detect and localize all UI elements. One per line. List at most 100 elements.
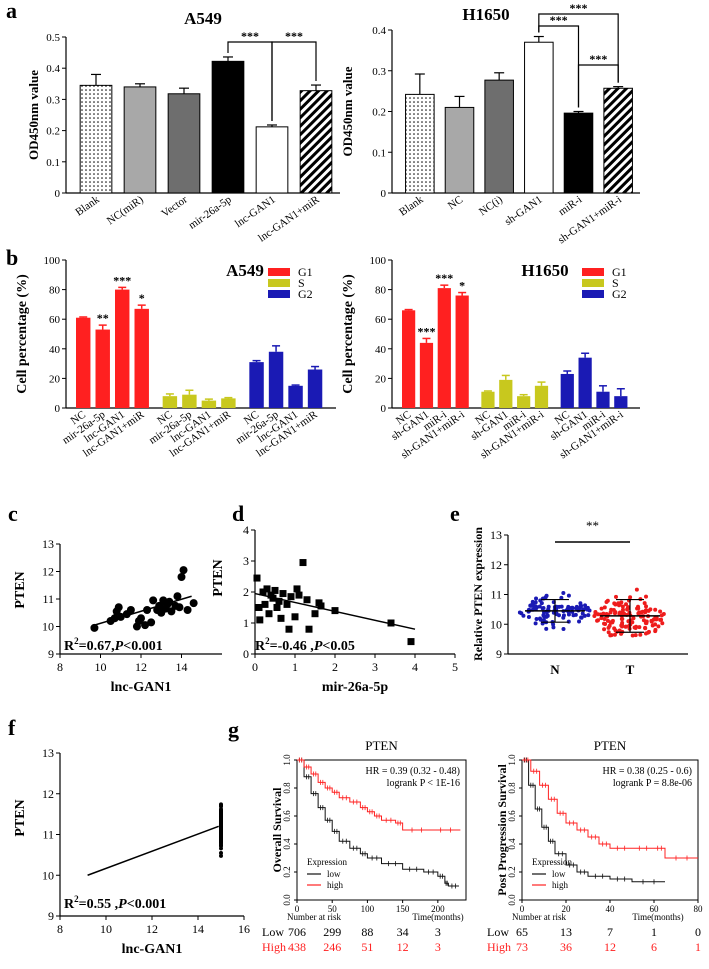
- data-point: [407, 638, 415, 646]
- r2-annotation: R2=0.55 ,P<0.001: [64, 894, 166, 912]
- p-letter: P: [115, 639, 124, 654]
- data-point-T: [603, 621, 608, 626]
- y-tick-label: 10: [490, 617, 502, 631]
- data-point-T: [643, 626, 648, 631]
- bar-G2-sh-GAN1: [578, 357, 592, 408]
- bar-sh-GAN1: [524, 41, 554, 194]
- bar-S-lnc-GAN1+miR: [221, 398, 236, 408]
- data-point-N: [559, 595, 564, 600]
- bar-G2-lnc-GAN1: [288, 385, 303, 408]
- y-tick-label: 4: [243, 523, 249, 537]
- y-tick-label: 9: [48, 647, 54, 661]
- data-point: [273, 604, 281, 611]
- panel-label-g: g: [228, 717, 239, 742]
- data-point-T: [620, 607, 625, 612]
- y-tick-label: 9: [48, 909, 54, 923]
- data-point-T: [660, 621, 665, 626]
- data-point-T: [606, 625, 611, 630]
- x-axis-label: Time(months): [412, 912, 463, 922]
- data-point: [167, 607, 176, 616]
- km-curve-low: [522, 759, 665, 883]
- data-point: [219, 802, 223, 807]
- risk-count: 88: [361, 925, 373, 939]
- data-point-T: [641, 618, 646, 623]
- significance-label: ***: [570, 1, 588, 15]
- x-tick-label: 0: [252, 660, 258, 674]
- risk-row-label: Low: [487, 925, 509, 939]
- panel-label-b: b: [6, 245, 18, 270]
- x-tick-label: 8: [57, 922, 63, 936]
- x-tick-label: Vector: [159, 193, 190, 219]
- data-point: [265, 610, 273, 618]
- x-tick-label: mir-26a-5p: [186, 193, 234, 231]
- data-point: [261, 600, 269, 608]
- y-tick-label: 0.2: [282, 866, 292, 877]
- r2-prefix: R: [255, 639, 266, 654]
- data-point-T: [623, 624, 628, 629]
- y-tick-label: 12: [42, 787, 54, 801]
- y-axis-label: PTEN: [13, 571, 28, 608]
- data-point-N: [519, 611, 524, 616]
- x-axis-label: lnc-GAN1: [111, 680, 172, 695]
- y-tick-label: 0.6: [507, 810, 517, 822]
- data-point: [287, 593, 295, 601]
- significance-label: ***: [241, 29, 259, 43]
- x-tick-label: NC: [446, 194, 465, 213]
- data-point-N: [578, 601, 583, 606]
- legend-label: high: [552, 880, 569, 890]
- data-point-T: [619, 623, 624, 628]
- data-point-T: [606, 630, 611, 635]
- data-point-T: [643, 621, 648, 626]
- data-point-T: [609, 633, 614, 638]
- data-point: [219, 826, 223, 831]
- chart-title: A549: [226, 261, 264, 280]
- y-tick-label: 1: [243, 616, 249, 630]
- r2-annotation: R2=-0.46 ,P<0.05: [255, 636, 355, 654]
- legend-label: G1: [612, 265, 627, 279]
- fit-line: [94, 595, 192, 626]
- r2-superscript: 2: [265, 636, 270, 646]
- significance-bracket: [577, 64, 619, 108]
- data-point: [219, 838, 223, 843]
- risk-count: 12: [604, 940, 616, 954]
- data-point-T: [599, 616, 604, 621]
- p-value: <0.001: [123, 639, 162, 654]
- data-point-N: [580, 611, 585, 616]
- y-axis-label: Overall Survival: [270, 787, 284, 873]
- bar-S-mir-26a-5p: [182, 394, 197, 408]
- x-tick-label: 150: [396, 904, 410, 914]
- data-point: [219, 808, 223, 813]
- r2-superscript: 2: [74, 636, 79, 646]
- risk-count: 12: [397, 940, 409, 954]
- data-point: [149, 596, 158, 605]
- r2-prefix: R: [64, 639, 75, 654]
- risk-count: 1: [695, 940, 701, 954]
- data-point-T: [653, 607, 658, 612]
- data-point-N: [526, 615, 531, 620]
- bar-G2-mir-26a-5p: [268, 351, 284, 408]
- data-point-N: [561, 615, 566, 620]
- data-point-T: [612, 611, 617, 616]
- data-point: [279, 590, 287, 598]
- x-tick-label: Blank: [73, 193, 102, 218]
- data-point-N: [529, 603, 534, 608]
- r2-prefix: R: [64, 897, 75, 912]
- data-point-T: [656, 624, 661, 629]
- data-point-N: [557, 604, 562, 609]
- y-tick-label: 0: [381, 188, 387, 200]
- data-point: [255, 604, 263, 611]
- risk-row-label: High: [487, 940, 511, 954]
- data-point-T: [633, 633, 638, 638]
- data-point: [219, 816, 223, 821]
- risk-count: 706: [288, 925, 306, 939]
- x-tick-label: NC(miR): [105, 193, 146, 227]
- significance-label: ***: [435, 271, 453, 285]
- data-point: [387, 619, 395, 627]
- risk-count: 438: [288, 940, 306, 954]
- data-point-T: [593, 610, 598, 615]
- data-point-T: [613, 628, 618, 633]
- data-point-T: [653, 627, 658, 632]
- x-tick-label: miR-i: [556, 194, 584, 219]
- data-point: [331, 607, 339, 615]
